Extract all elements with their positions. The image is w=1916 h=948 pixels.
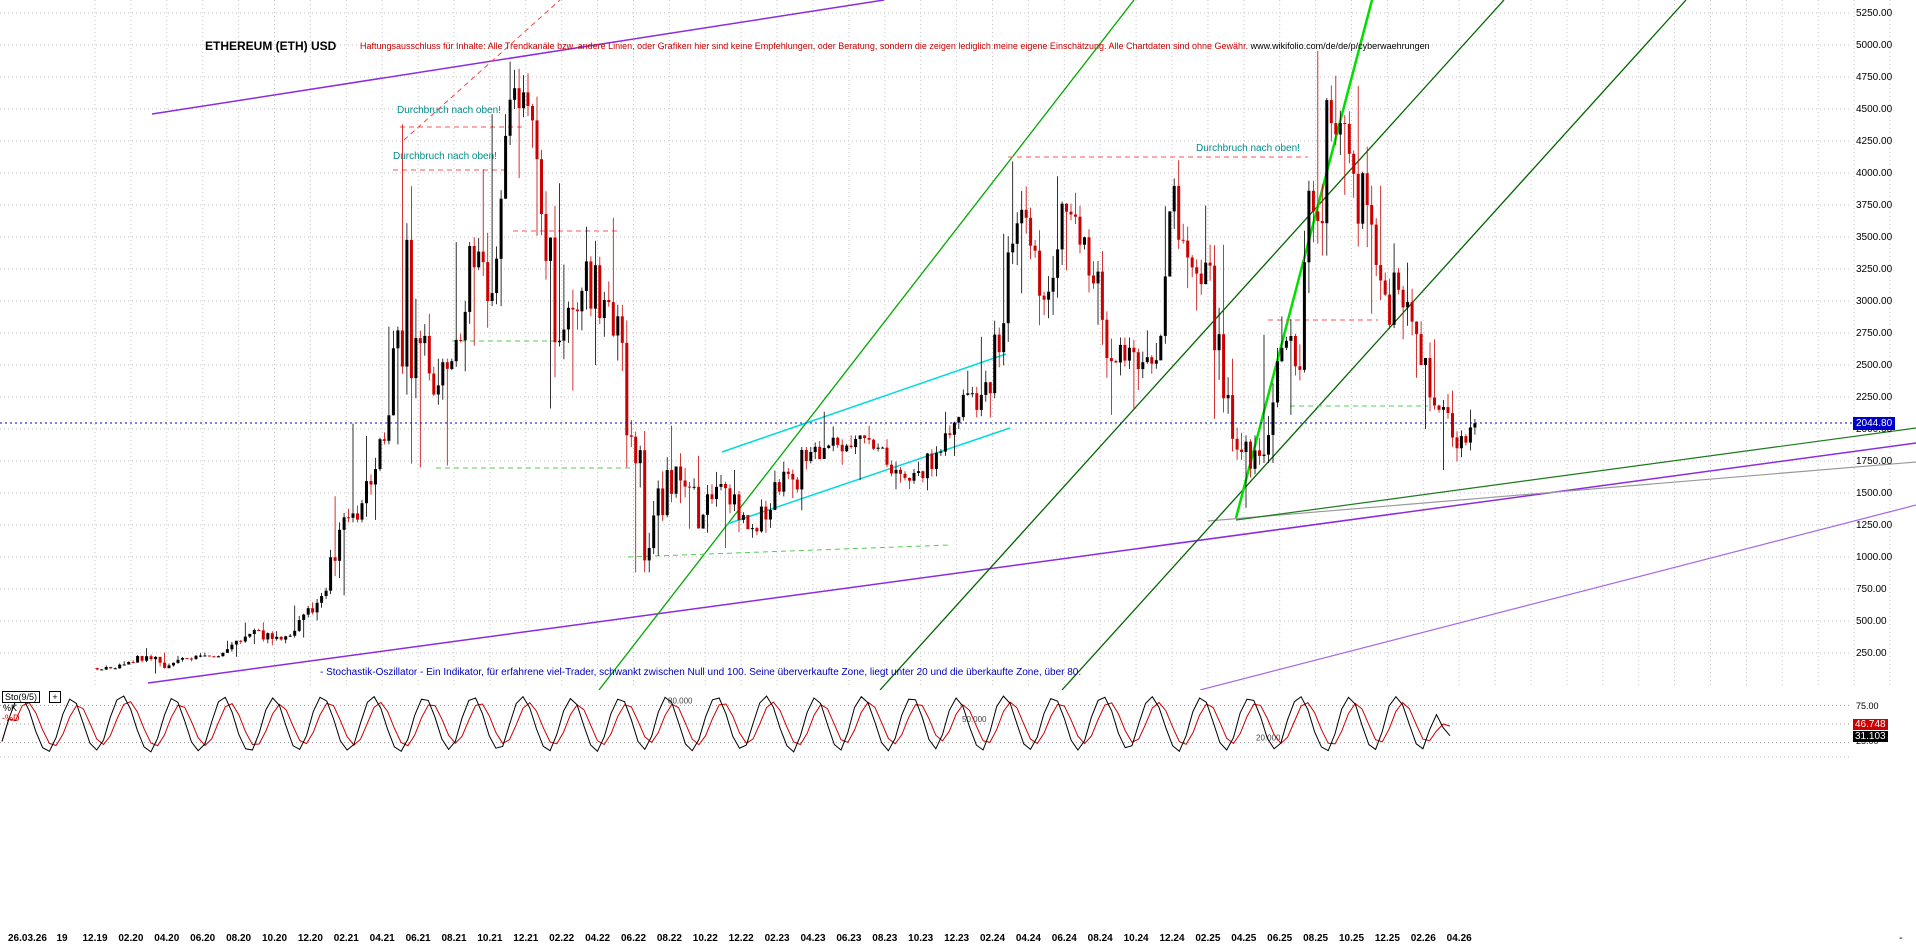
date-label: 10.24 (1123, 933, 1149, 944)
svg-text:1250.00: 1250.00 (1856, 520, 1893, 531)
trendlines (147, 0, 1916, 690)
svg-text:3500.00: 3500.00 (1856, 232, 1893, 243)
date-label: 04.20 (154, 933, 180, 944)
date-label: 08.22 (656, 933, 682, 944)
date-label: 08.20 (226, 933, 252, 944)
date-label: 02.22 (549, 933, 575, 944)
svg-text:500.00: 500.00 (1856, 616, 1887, 627)
date-label: 02.25 (1195, 933, 1221, 944)
date-label: 06.25 (1267, 933, 1293, 944)
wikifolio-link[interactable]: www.wikifolio.com/de/de/p/cyberwaehrunge… (1250, 41, 1430, 51)
date-label: 12.22 (728, 933, 754, 944)
percent-d-label: -%D (2, 713, 20, 723)
date-label: 02.23 (764, 933, 790, 944)
svg-text:2500.00: 2500.00 (1856, 360, 1893, 371)
date-label: 19 (56, 933, 68, 944)
current-price-tag: 2044.80 (1853, 417, 1896, 430)
oscillator-description: - Stochastik-Oszillator - Ein Indikator,… (320, 667, 1082, 678)
breakout-annotation: Durchbruch nach oben! (397, 105, 501, 116)
svg-text:4000.00: 4000.00 (1856, 168, 1893, 179)
percent-d-value: 46.748 (1853, 719, 1888, 730)
date-label: 26.03.26 (8, 933, 47, 944)
breakout-annotation: Durchbruch nach oben! (393, 151, 497, 162)
date-label: 12.21 (513, 933, 539, 944)
date-label: 02.24 (979, 933, 1006, 944)
date-label: 08.21 (441, 933, 467, 944)
svg-text:1000.00: 1000.00 (1856, 552, 1893, 563)
svg-text:3750.00: 3750.00 (1856, 200, 1893, 211)
osc-level-lines: 80.000 50.000 20.000 (0, 696, 1852, 758)
date-label: 08.23 (872, 933, 898, 944)
date-label: 12.20 (297, 933, 323, 944)
gridlines (0, 0, 1891, 688)
svg-text:250.00: 250.00 (1856, 648, 1887, 659)
date-label: 06.21 (405, 933, 431, 944)
indicator-label[interactable]: Sto(9/5) (2, 691, 41, 703)
svg-text:1500.00: 1500.00 (1856, 488, 1893, 499)
disclaimer-body: Haftungsausschluss für Inhalte: Alle Tre… (360, 41, 1249, 51)
date-label: 06.24 (1051, 933, 1077, 944)
date-label: 08.24 (1087, 933, 1113, 944)
percent-k-value: 31.103 (1853, 731, 1888, 742)
date-label: 10.25 (1338, 933, 1365, 944)
date-axis: 26.03.26 19 12.19 02.20 04.20 06.20 08.20 10.20… (0, 933, 1916, 947)
svg-text:5000.00: 5000.00 (1856, 40, 1893, 51)
date-label: 10.23 (908, 933, 934, 944)
svg-text:4750.00: 4750.00 (1856, 72, 1893, 83)
expand-button[interactable]: + (49, 691, 61, 703)
percent-k-line (1, 695, 1451, 753)
date-label: 06.22 (620, 933, 647, 944)
disclaimer-text: Haftungsausschluss für Inhalte: Alle Tre… (360, 41, 1430, 51)
svg-text:2750.00: 2750.00 (1856, 328, 1893, 339)
date-label: 10.22 (692, 933, 718, 944)
svg-text:5250.00: 5250.00 (1856, 8, 1893, 19)
date-label: 04.22 (585, 933, 611, 944)
svg-text:2250.00: 2250.00 (1856, 392, 1893, 403)
date-label: 12.25 (1374, 933, 1400, 944)
date-label: 12.19 (82, 933, 108, 944)
svg-text:750.00: 750.00 (1856, 584, 1887, 595)
date-label: 04.25 (1231, 933, 1257, 944)
date-label: 04.24 (1015, 933, 1041, 944)
date-label: 10.20 (261, 933, 288, 944)
date-label: 04.23 (800, 933, 826, 944)
svg-text:3250.00: 3250.00 (1856, 264, 1893, 275)
date-label: 02.26 (1410, 933, 1436, 944)
bottom-right-dash: - (1899, 932, 1903, 944)
svg-text:50.000: 50.000 (962, 715, 987, 724)
stochastic-oscillator-canvas[interactable]: 80.000 50.000 20.000 (0, 690, 1916, 760)
svg-text:1750.00: 1750.00 (1856, 456, 1893, 467)
percent-d-line (1, 701, 1451, 747)
breakout-annotation: Durchbruch nach oben! (1196, 143, 1300, 154)
price-chart-canvas[interactable]: 5250.00 5000.00 4750.00 4500.00 4250.00 4000.… (0, 0, 1916, 690)
date-label: 12.23 (944, 933, 970, 944)
chart-title: ETHEREUM (ETH) USD (205, 39, 337, 53)
date-label: 02.20 (118, 933, 144, 944)
percent-k-label: %K (3, 703, 18, 713)
date-label: 12.24 (1159, 933, 1185, 944)
date-label: 06.23 (836, 933, 862, 944)
candlesticks (95, 50, 1477, 674)
date-label: 06.20 (190, 933, 216, 944)
svg-text:80.000: 80.000 (668, 696, 693, 705)
svg-text:20.000: 20.000 (1256, 734, 1281, 743)
date-label: 04.21 (369, 933, 395, 944)
date-label: 08.25 (1303, 933, 1329, 944)
svg-text:4250.00: 4250.00 (1856, 136, 1893, 147)
price-axis-labels: 5250.00 5000.00 4750.00 4500.00 4250.00 4000.… (1856, 8, 1893, 659)
date-label: 10.21 (477, 933, 503, 944)
svg-text:4500.00: 4500.00 (1856, 104, 1893, 115)
date-label: 04.26 (1446, 933, 1472, 944)
osc-axis-tick-75: 75.00 (1856, 701, 1879, 711)
date-label: 02.21 (333, 933, 359, 944)
svg-text:3000.00: 3000.00 (1856, 296, 1893, 307)
